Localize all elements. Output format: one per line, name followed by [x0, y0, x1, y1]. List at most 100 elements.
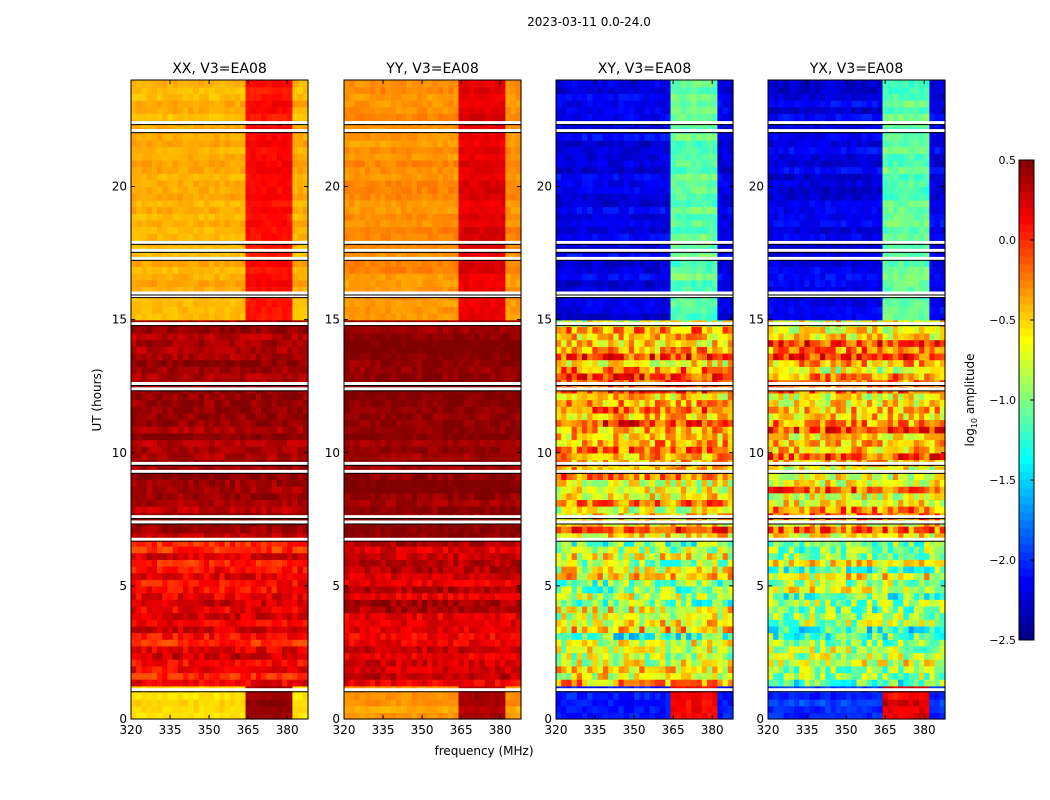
heatmap-cell: [219, 419, 226, 427]
heatmap-cell: [131, 479, 137, 487]
heatmap-cell: [255, 619, 262, 627]
heatmap-cell: [359, 572, 366, 580]
heatmap-cell: [276, 173, 283, 181]
heatmap-cell: [448, 619, 454, 627]
heatmap-cell: [297, 506, 304, 514]
heatmap-cell: [141, 679, 148, 687]
heatmap-cell: [255, 332, 262, 341]
heatmap-cell: [437, 486, 444, 494]
heatmap-cell: [448, 545, 454, 554]
heatmap-cell: [261, 559, 267, 567]
heatmap-cell: [287, 639, 293, 647]
heatmap-cell: [151, 559, 158, 567]
heatmap-cell: [157, 639, 163, 647]
heatmap-cell: [484, 652, 491, 660]
heatmap-cell: [245, 273, 252, 281]
missing-data-line: [131, 291, 308, 295]
heatmap-cell: [370, 639, 376, 647]
heatmap-cell: [183, 299, 189, 307]
heatmap-cell: [427, 599, 434, 607]
heatmap-cell: [489, 692, 496, 700]
heatmap-cell: [489, 585, 496, 594]
heatmap-cell: [229, 326, 236, 334]
heatmap-cell: [375, 692, 381, 700]
heatmap-cell: [375, 645, 381, 654]
heatmap-cell: [416, 659, 423, 667]
heatmap-cell: [245, 412, 252, 421]
heatmap-cell: [162, 179, 168, 188]
heatmap-cell: [141, 166, 148, 174]
heatmap-cell: [282, 572, 288, 580]
heatmap-cell: [484, 712, 491, 720]
heatmap-cell: [344, 712, 350, 720]
heatmap-cell: [141, 106, 148, 114]
heatmap-cell: [224, 705, 231, 713]
heatmap-cell: [203, 492, 210, 500]
heatmap-cell: [354, 565, 361, 574]
heatmap-cell: [172, 279, 179, 287]
heatmap-cell: [349, 492, 355, 500]
heatmap-cell: [359, 392, 366, 401]
heatmap-cell: [437, 659, 444, 667]
heatmap-cell: [271, 366, 278, 374]
heatmap-cell: [505, 539, 512, 547]
heatmap-cell: [282, 306, 288, 314]
heatmap-cell: [349, 412, 355, 421]
heatmap-cell: [214, 612, 221, 620]
heatmap-cell: [297, 306, 304, 314]
heatmap-cell: [151, 392, 158, 401]
heatmap-cell: [510, 545, 517, 554]
heatmap-cell: [203, 233, 210, 241]
heatmap-cell: [255, 559, 262, 567]
heatmap-cell: [193, 572, 200, 580]
heatmap-cell: [250, 412, 257, 421]
heatmap-cell: [396, 705, 402, 713]
heatmap-cell: [235, 705, 241, 713]
heatmap-cell: [141, 186, 148, 194]
heatmap-cell: [406, 426, 413, 434]
heatmap-cell: [214, 352, 221, 361]
heatmap-cell: [172, 479, 179, 487]
heatmap-cell: [198, 692, 205, 700]
heatmap-cell: [401, 545, 408, 554]
heatmap-cell: [396, 699, 402, 707]
heatmap-cell: [282, 259, 288, 267]
heatmap-cell: [292, 579, 299, 587]
heatmap-cell: [209, 139, 215, 148]
heatmap-cell: [203, 692, 210, 700]
heatmap-cell: [188, 532, 195, 540]
heatmap-cell: [458, 592, 465, 600]
heatmap-cell: [505, 639, 512, 647]
heatmap-cell: [167, 359, 174, 367]
heatmap-cell: [188, 632, 195, 640]
heatmap-cell: [245, 645, 252, 654]
heatmap-cell: [282, 173, 288, 181]
heatmap-cell: [515, 645, 522, 654]
heatmap-cell: [370, 406, 376, 414]
heatmap-cell: [209, 86, 215, 94]
heatmap-cell: [505, 452, 512, 461]
heatmap-cell: [193, 412, 200, 421]
heatmap-cell: [276, 206, 283, 214]
heatmap-cell: [157, 486, 163, 494]
heatmap-cell: [235, 452, 241, 461]
heatmap-cell: [359, 539, 366, 547]
heatmap-cell: [172, 359, 179, 367]
heatmap-cell: [141, 452, 148, 461]
heatmap-cell: [151, 665, 158, 674]
heatmap-cell: [203, 559, 210, 567]
heatmap-cell: [188, 186, 195, 194]
heatmap-cell: [344, 466, 350, 474]
heatmap-cell: [437, 526, 444, 534]
y-tick-label: 15: [112, 313, 127, 327]
heatmap-cell: [146, 332, 153, 341]
heatmap-cell: [271, 266, 278, 274]
heatmap-cell: [131, 372, 137, 381]
heatmap-cell: [468, 499, 475, 507]
heatmap-cell: [354, 439, 361, 447]
heatmap-cell: [297, 672, 304, 680]
heatmap-cell: [385, 426, 392, 434]
heatmap-cell: [468, 486, 475, 494]
heatmap-cell: [468, 539, 475, 547]
heatmap-cell: [219, 299, 226, 307]
